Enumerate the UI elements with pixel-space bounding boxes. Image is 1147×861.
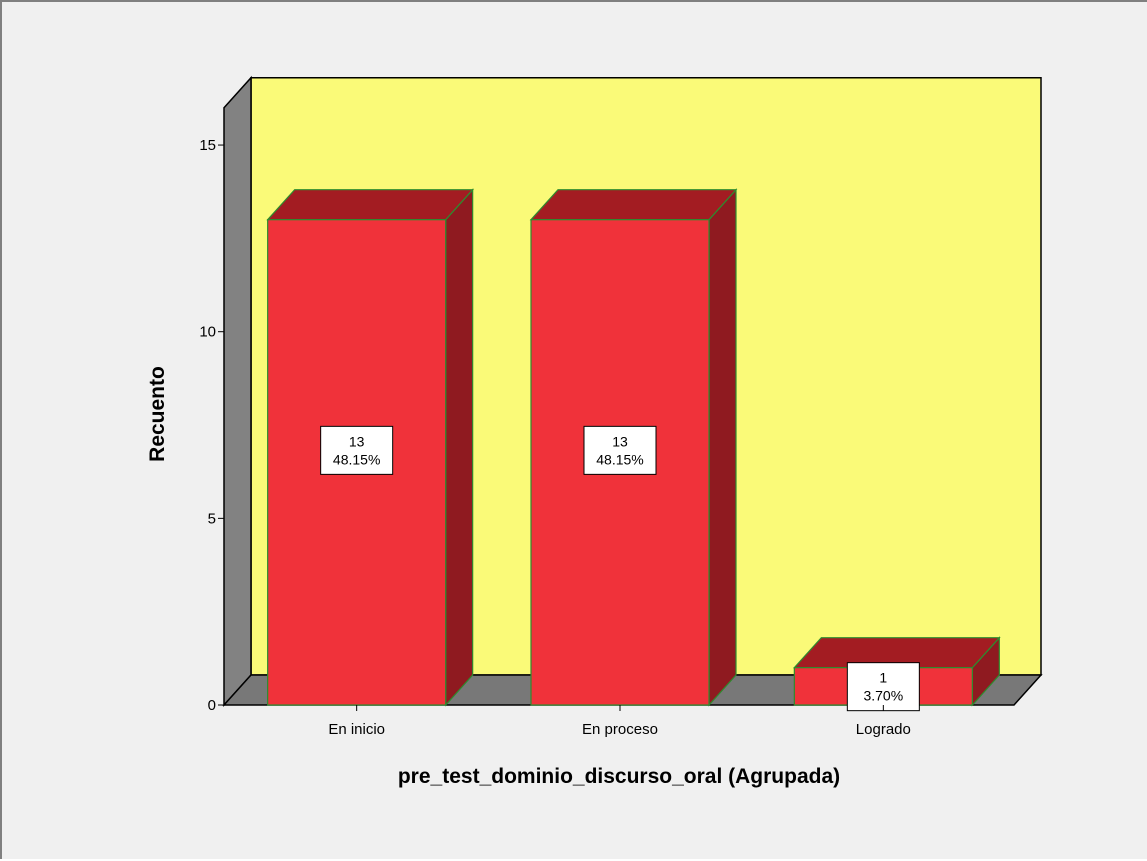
- data-label-box: [320, 425, 394, 475]
- bar-top-face: [266, 189, 475, 221]
- bar-top-face: [529, 189, 738, 221]
- data-label-box: [583, 425, 657, 475]
- data-label-percent: 3.70%: [863, 688, 903, 704]
- y-tick-label: 0: [208, 697, 216, 714]
- x-tick-label: En inicio: [328, 721, 385, 738]
- bar-en-inicio: 13 48.15%: [266, 188, 475, 707]
- data-label-count: 13: [349, 433, 365, 449]
- x-axis-title: pre_test_dominio_discurso_oral (Agrupada…: [398, 765, 840, 788]
- y-axis-title: Recuento: [146, 366, 169, 462]
- y-axis: 0 5 10 15: [199, 137, 224, 714]
- data-label-percent: 48.15%: [333, 451, 380, 467]
- data-label-count: 13: [612, 433, 628, 449]
- data-label: 1 3.70%: [846, 662, 920, 712]
- data-label-count: 1: [879, 670, 887, 686]
- y-tick-label: 15: [199, 137, 216, 154]
- data-label-box: [846, 662, 920, 712]
- x-tick-label: Logrado: [856, 721, 911, 738]
- y-tick-label: 5: [208, 510, 216, 527]
- data-label: 13 48.15%: [583, 425, 657, 475]
- side-wall: [223, 75, 252, 707]
- bars: 13 48.15% 13 48.15% 1 3.70%: [266, 188, 1001, 712]
- bar-side-face: [445, 188, 474, 707]
- bar-side-face: [708, 188, 737, 707]
- bar-logrado: 1 3.70%: [792, 636, 1001, 712]
- x-tick-label: En proceso: [582, 721, 658, 738]
- y-tick-label: 10: [199, 324, 216, 341]
- data-label-percent: 48.15%: [596, 451, 643, 467]
- data-label: 13 48.15%: [320, 425, 394, 475]
- x-axis: En inicio En proceso Logrado: [328, 705, 911, 738]
- bar-en-proceso: 13 48.15%: [529, 188, 738, 707]
